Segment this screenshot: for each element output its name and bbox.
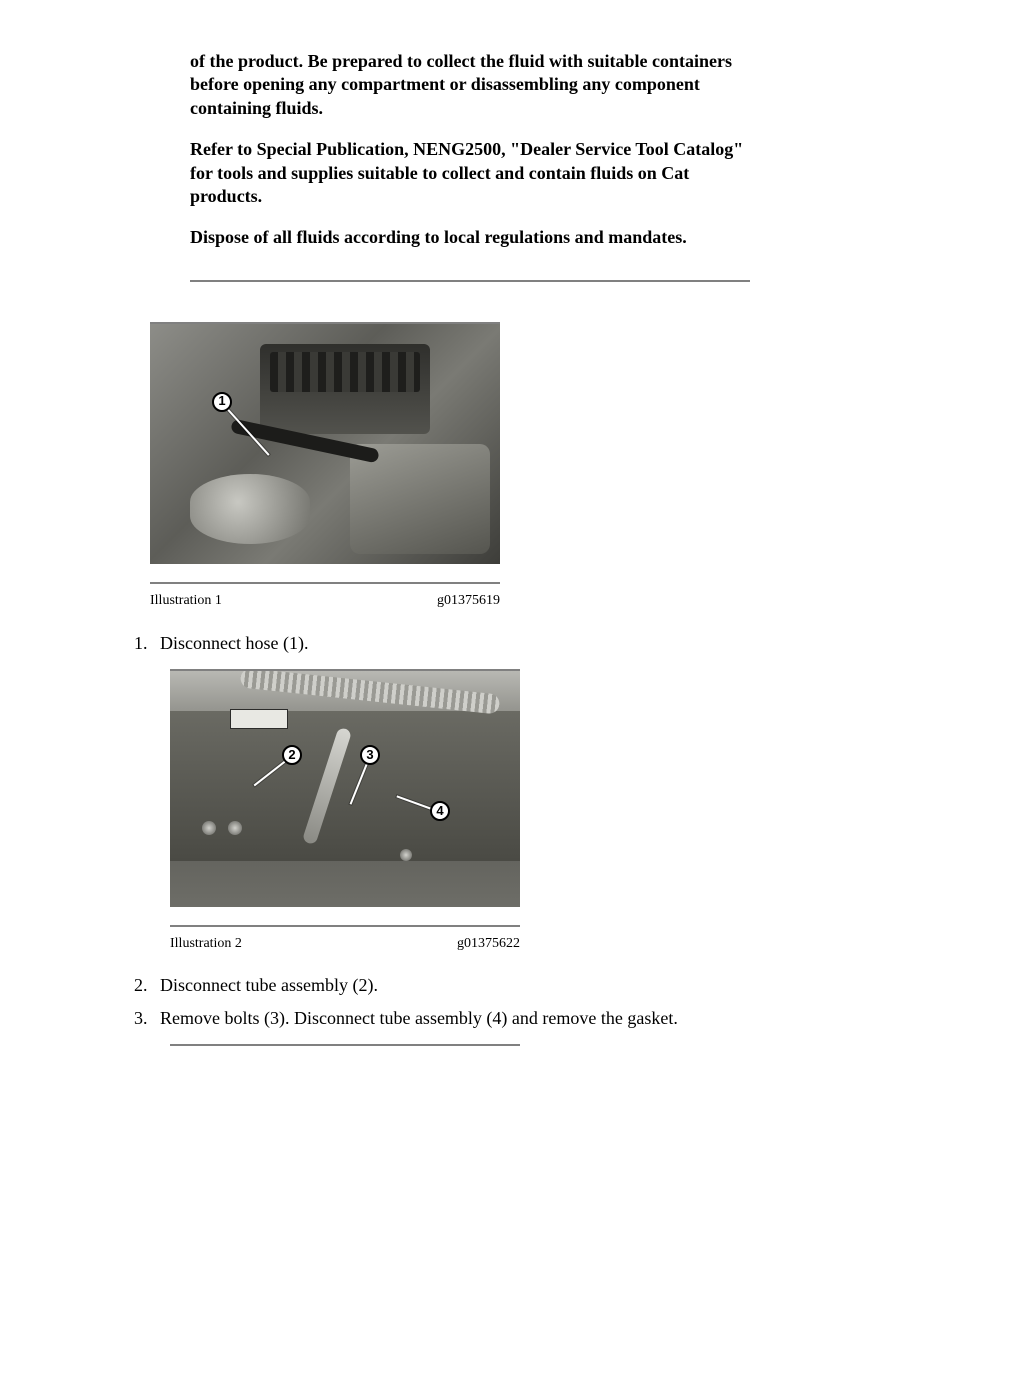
figure-2-label: Illustration 2 xyxy=(170,935,242,953)
notice-paragraph-1: of the product. Be prepared to collect t… xyxy=(190,50,750,120)
figure-rule-top xyxy=(170,1044,520,1046)
figure-rule-bottom xyxy=(170,925,520,927)
notice-section: of the product. Be prepared to collect t… xyxy=(190,50,750,282)
step-3-text: Remove bolts (3). Disconnect tube assemb… xyxy=(160,1008,678,1028)
figure-1-caption: Illustration 1 g01375619 xyxy=(150,592,500,610)
illustration-2-photo: 234 xyxy=(170,671,520,907)
step-1-text: Disconnect hose (1). xyxy=(160,633,308,653)
tube-shape xyxy=(240,671,501,715)
figure-1-label: Illustration 1 xyxy=(150,592,222,610)
label-plate-shape xyxy=(230,709,288,729)
notice-rule xyxy=(190,280,750,282)
step-3: Remove bolts (3). Disconnect tube assemb… xyxy=(152,1007,894,1046)
notice-paragraph-3: Dispose of all fluids according to local… xyxy=(190,226,750,249)
engine-head-shape xyxy=(270,352,420,392)
callout-1: 1 xyxy=(212,392,232,412)
illustration-1-photo: 1 xyxy=(150,324,500,564)
step-2: Disconnect tube assembly (2). xyxy=(152,974,894,997)
figure-2: 234 Illustration 2 g01375622 xyxy=(170,669,520,953)
figure-1-code: g01375619 xyxy=(437,592,500,610)
step-1: Disconnect hose (1). 234 Illustration 2 … xyxy=(152,632,894,954)
engine-cylinder-shape xyxy=(190,474,310,544)
step-2-text: Disconnect tube assembly (2). xyxy=(160,975,378,995)
figure-rule-bottom xyxy=(150,582,500,584)
figure-2-caption: Illustration 2 g01375622 xyxy=(170,935,520,953)
figure-2-code: g01375622 xyxy=(457,935,520,953)
procedure-steps: Disconnect hose (1). 234 Illustration 2 … xyxy=(130,632,894,1046)
figure-1: 1 Illustration 1 g01375619 xyxy=(150,322,500,610)
notice-paragraph-2: Refer to Special Publication, NENG2500, … xyxy=(190,138,750,208)
figure-3-placeholder xyxy=(170,1044,520,1046)
